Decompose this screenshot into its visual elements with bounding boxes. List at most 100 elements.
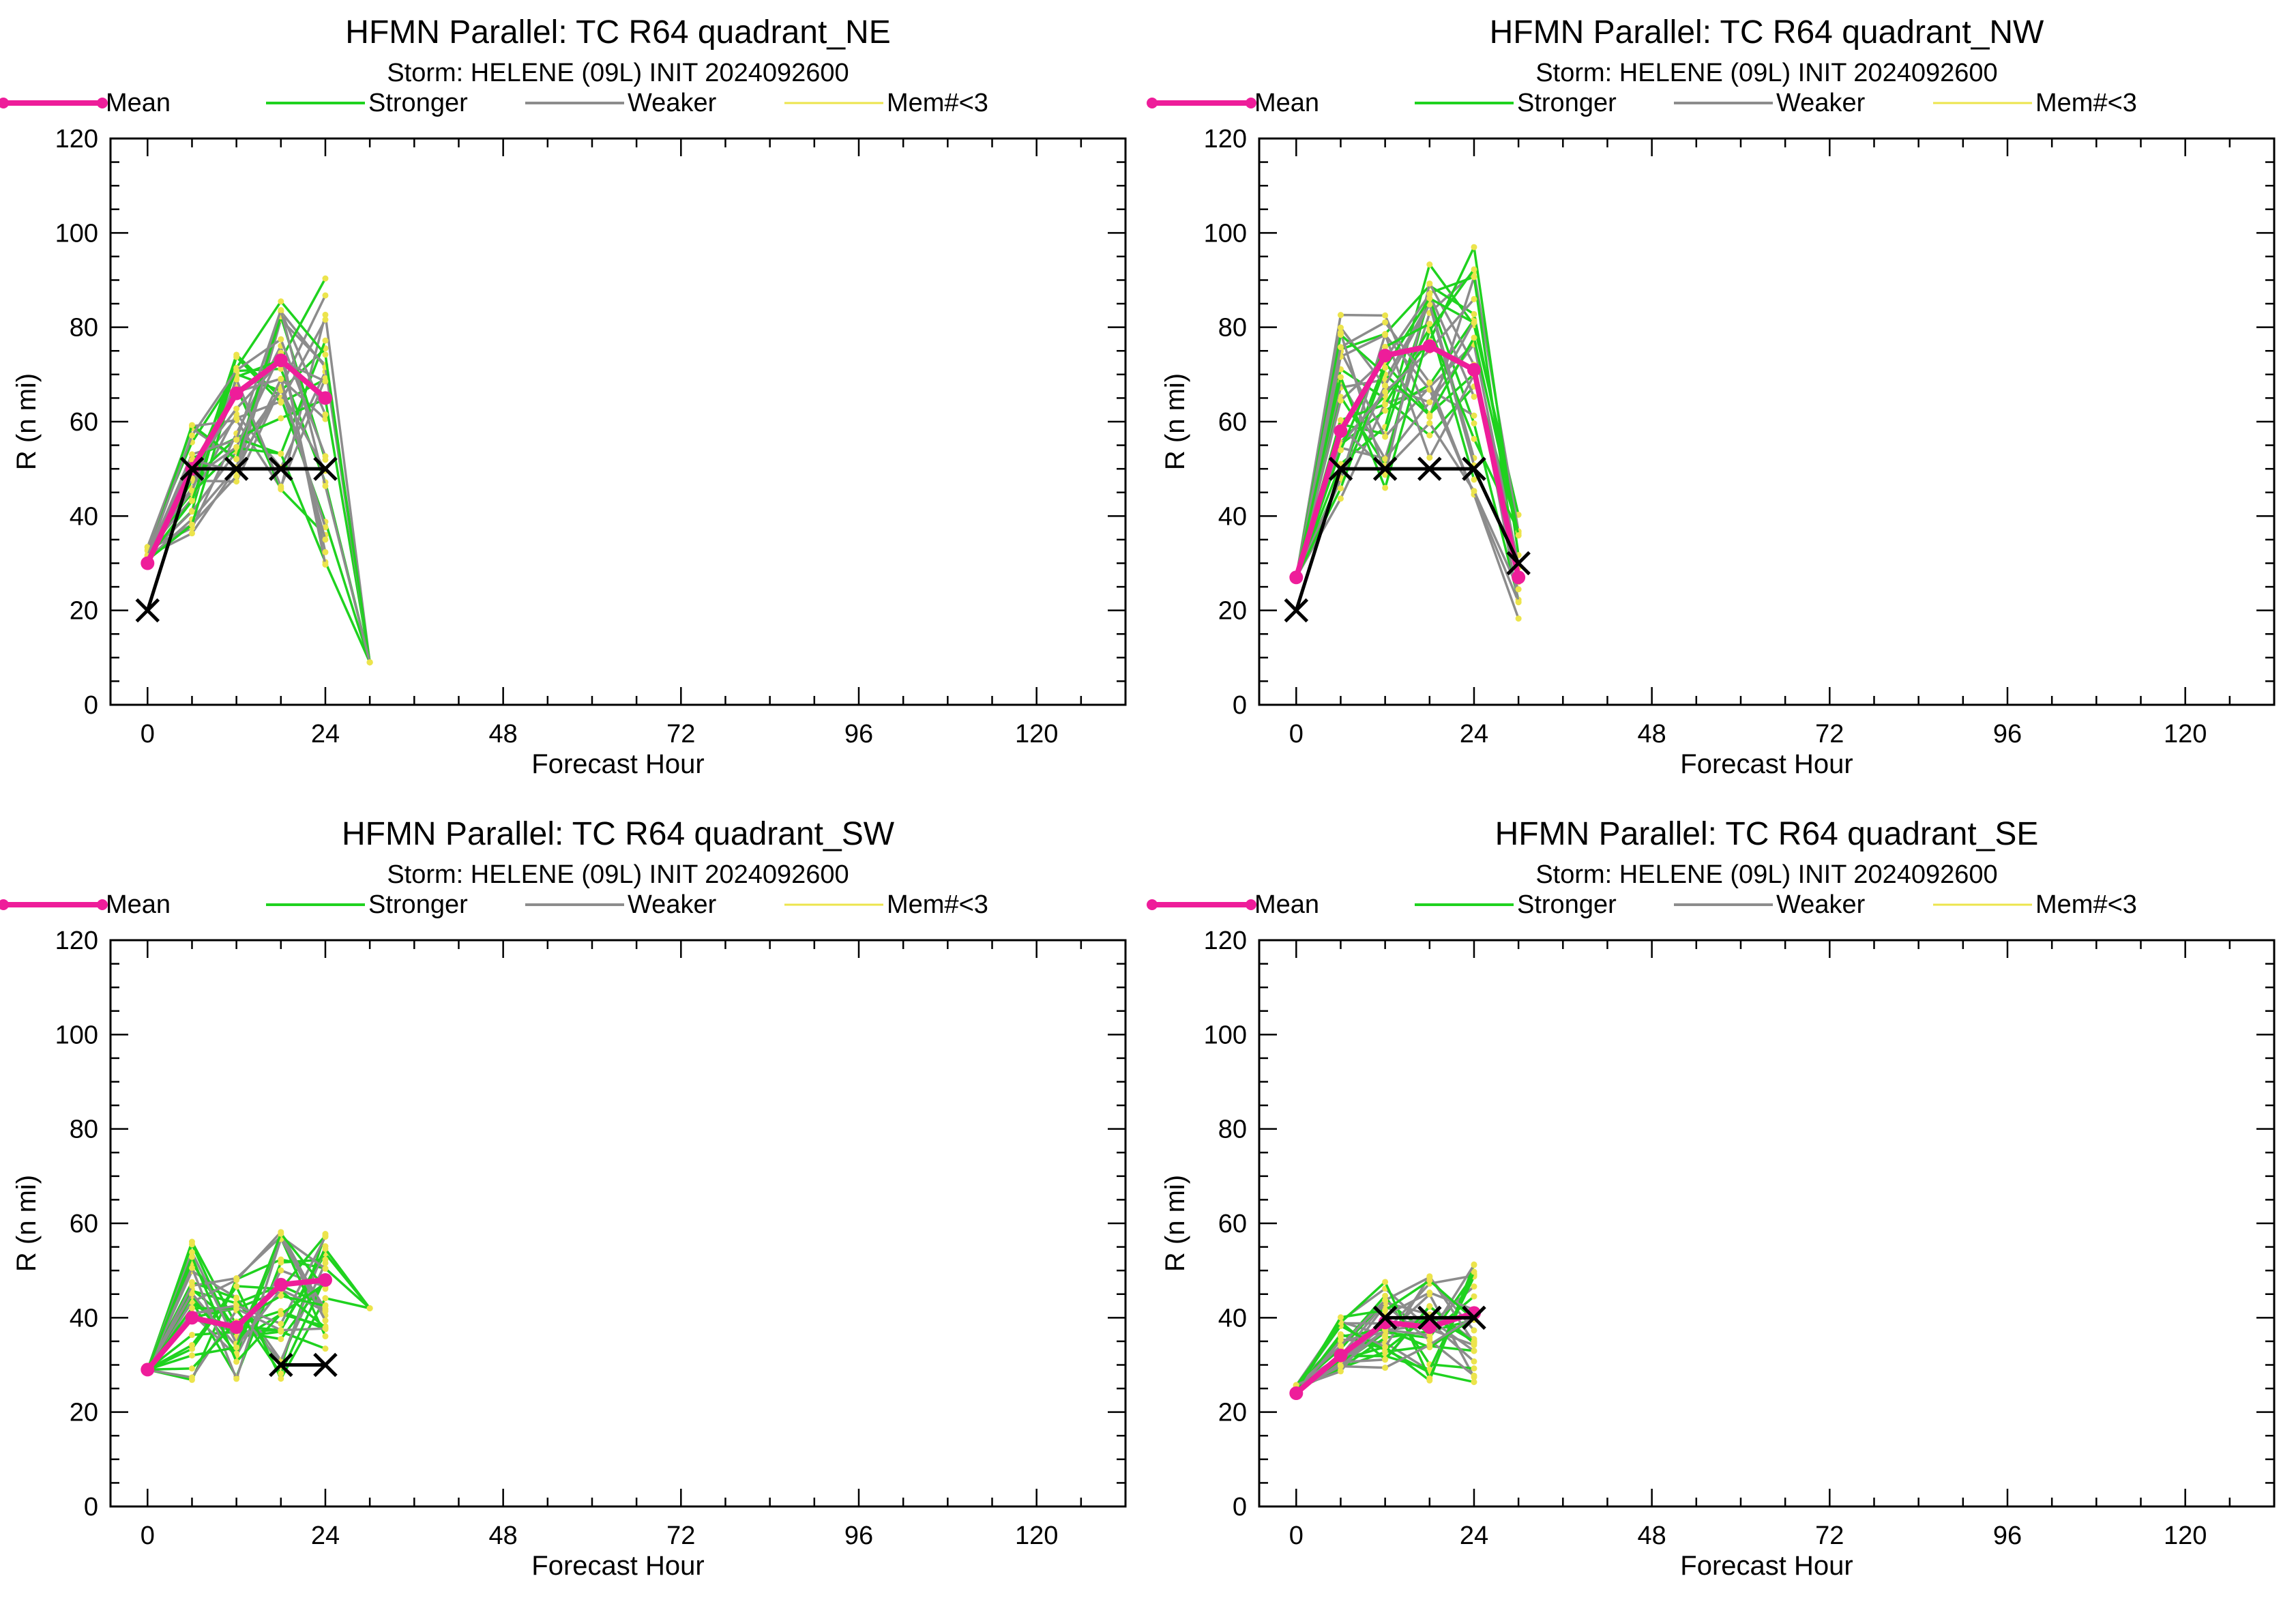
x-marker — [1328, 456, 1353, 481]
y-tick-label: 20 — [70, 1399, 98, 1427]
y-axis-label: R (n mi) — [1160, 1175, 1190, 1272]
member-point — [278, 1327, 284, 1334]
chart-title: HFMN Parallel: TC R64 quadrant_NW — [1490, 14, 2044, 50]
member-point — [322, 1295, 329, 1302]
member-point — [278, 1336, 284, 1343]
member-point — [278, 415, 284, 422]
member-point — [233, 437, 240, 443]
member-point — [1337, 1337, 1344, 1344]
mean-point — [1422, 339, 1437, 353]
x-marker — [269, 1352, 293, 1378]
member-point — [1337, 1342, 1344, 1349]
y-tick-label: 60 — [70, 408, 98, 437]
y-tick-label: 0 — [1233, 691, 1247, 720]
x-marker — [224, 456, 249, 481]
mean-point — [318, 391, 332, 405]
member-point — [1382, 401, 1389, 408]
x-tick-label: 96 — [1993, 1521, 2022, 1550]
member-point — [233, 405, 240, 412]
member-point — [322, 292, 329, 299]
member-point — [188, 1282, 195, 1289]
member-point — [322, 337, 329, 344]
member-line-stronger — [146, 300, 371, 663]
legend-label-few_members: Mem#<3 — [887, 89, 988, 117]
member-point — [1382, 407, 1389, 414]
member-point — [1337, 312, 1344, 319]
member-point — [322, 1245, 329, 1252]
member-point — [278, 1320, 284, 1327]
member-point — [1515, 599, 1522, 606]
mean-point — [274, 1277, 288, 1292]
member-point — [188, 451, 195, 458]
x-marker — [1417, 1305, 1442, 1330]
legend-label-mean: Mean — [1254, 890, 1319, 919]
member-point — [1382, 1292, 1389, 1299]
member-point — [1471, 1379, 1477, 1386]
member-line-stronger — [147, 1285, 370, 1380]
member-point — [1471, 420, 1477, 427]
legend-label-few_members: Mem#<3 — [2035, 890, 2137, 919]
member-point — [233, 443, 240, 450]
x-marker — [313, 456, 338, 481]
mean-point — [1289, 570, 1304, 585]
member-point — [1337, 485, 1344, 492]
member-point — [322, 1285, 329, 1292]
y-tick-label: 60 — [70, 1210, 98, 1238]
member-point — [278, 1230, 284, 1237]
legend-label-stronger: Stronger — [1517, 890, 1617, 919]
legend-label-weaker: Weaker — [1776, 89, 1866, 117]
member-point — [1382, 332, 1389, 338]
member-point — [322, 1234, 329, 1240]
y-tick-label: 120 — [1204, 125, 1247, 154]
y-tick-label: 80 — [70, 314, 98, 343]
member-point — [233, 353, 240, 360]
member-point — [1515, 615, 1522, 622]
y-tick-label: 120 — [1204, 927, 1247, 955]
member-point — [1382, 319, 1389, 325]
member-point — [1337, 495, 1344, 502]
member-point — [233, 367, 240, 374]
x-tick-label: 48 — [1638, 720, 1666, 748]
member-point — [1337, 447, 1344, 454]
x-marker — [179, 456, 205, 481]
member-point — [278, 1311, 284, 1317]
chart-subtitle: Storm: HELENE (09L) INIT 2024092600 — [387, 59, 849, 87]
member-point — [322, 1317, 329, 1324]
member-point — [233, 376, 240, 383]
member-point — [322, 1333, 329, 1340]
member-point — [233, 1295, 240, 1302]
y-tick-label: 40 — [1218, 1304, 1247, 1332]
member-point — [188, 1374, 195, 1381]
y-axis-label: R (n mi) — [1160, 373, 1190, 470]
member-point — [322, 1325, 329, 1332]
member-point — [322, 1265, 329, 1272]
member-point — [233, 456, 240, 463]
member-point — [1471, 266, 1477, 273]
y-tick-label: 40 — [1218, 502, 1247, 531]
legend-marker-mean — [0, 98, 9, 108]
chart-title: HFMN Parallel: TC R64 quadrant_SW — [342, 816, 895, 852]
member-point — [1426, 432, 1433, 439]
member-point — [1337, 344, 1344, 351]
member-point — [322, 311, 329, 318]
member-line-stronger — [1295, 333, 1520, 578]
chart-panel-2: HFMN Parallel: TC R64 quadrant_NW Storm: … — [1147, 14, 2276, 779]
member-point — [322, 1256, 329, 1263]
x-marker — [1417, 456, 1442, 481]
y-tick-label: 100 — [55, 219, 98, 248]
member-point — [278, 1370, 284, 1377]
member-point — [188, 530, 195, 537]
member-point — [278, 298, 284, 305]
member-point — [1382, 1297, 1389, 1304]
chart-title: HFMN Parallel: TC R64 quadrant_NE — [345, 14, 890, 50]
member-point — [278, 1375, 284, 1382]
chart-panel-1: HFMN Parallel: TC R64 quadrant_NE Storm: … — [0, 14, 1127, 779]
x-tick-label: 24 — [1460, 720, 1488, 748]
x-tick-label: 48 — [489, 1521, 518, 1550]
chart-legend: Mean Stronger Weaker Mem#<3 — [1147, 890, 2137, 919]
y-tick-label: 0 — [84, 691, 98, 720]
member-point — [1426, 1375, 1433, 1382]
legend-marker-mean — [97, 899, 108, 910]
member-point — [188, 487, 195, 494]
member-point — [1337, 1363, 1344, 1369]
